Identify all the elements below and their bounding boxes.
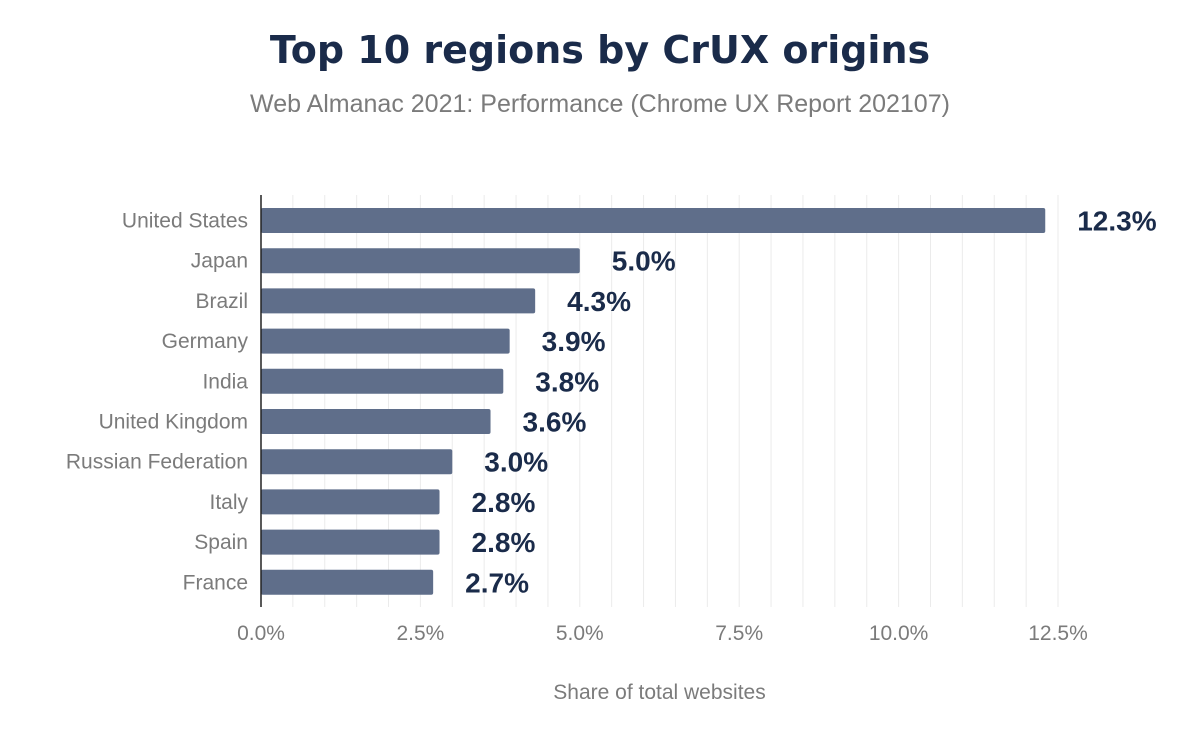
category-label: Japan bbox=[191, 250, 248, 273]
bar bbox=[261, 569, 434, 595]
y-axis-category-labels: United States Japan Brazil Germany India Unit… bbox=[66, 210, 249, 595]
data-label: 3.6% bbox=[523, 407, 587, 438]
x-tick-label: 0.0% bbox=[237, 622, 285, 645]
category-label: Italy bbox=[209, 491, 248, 514]
category-label: Brazil bbox=[195, 290, 248, 313]
category-label: France bbox=[183, 571, 248, 594]
data-label: 2.7% bbox=[465, 567, 529, 598]
bar bbox=[261, 489, 440, 515]
x-axis-title: Share of total websites bbox=[553, 681, 765, 704]
data-label: 2.8% bbox=[472, 487, 536, 518]
data-label: 4.3% bbox=[567, 286, 631, 317]
bar bbox=[261, 529, 440, 555]
bar bbox=[261, 368, 504, 394]
bar bbox=[261, 449, 453, 475]
x-axis-tick-labels: 0.0% 2.5% 5.0% 7.5% 10.0% 12.5% bbox=[237, 622, 1088, 645]
bar bbox=[261, 208, 1046, 233]
data-label: 3.9% bbox=[542, 326, 606, 357]
x-tick-label: 12.5% bbox=[1028, 622, 1088, 645]
bar bbox=[261, 409, 491, 434]
bar bbox=[261, 328, 510, 354]
data-label: 2.8% bbox=[472, 527, 536, 558]
bar bbox=[261, 288, 536, 314]
chart-subtitle: Web Almanac 2021: Performance (Chrome UX… bbox=[250, 90, 950, 118]
category-label: India bbox=[202, 370, 248, 393]
x-tick-label: 10.0% bbox=[869, 622, 929, 645]
chart-title: Top 10 regions by CrUX origins bbox=[269, 28, 931, 72]
category-label: United Kingdom bbox=[99, 411, 248, 434]
category-label: United States bbox=[122, 210, 248, 233]
category-label: Russian Federation bbox=[66, 451, 248, 474]
bars bbox=[261, 208, 1046, 595]
bar bbox=[261, 248, 580, 274]
x-tick-label: 7.5% bbox=[715, 622, 763, 645]
data-label: 12.3% bbox=[1077, 206, 1156, 237]
x-tick-label: 5.0% bbox=[556, 622, 604, 645]
category-label: Germany bbox=[162, 330, 249, 353]
x-tick-label: 2.5% bbox=[396, 622, 444, 645]
data-label: 3.8% bbox=[535, 366, 599, 397]
category-label: Spain bbox=[194, 531, 248, 554]
data-label: 3.0% bbox=[484, 447, 548, 478]
data-labels: 12.3% 5.0% 4.3% 3.9% 3.8% 3.6% 3.0% 2.8% 2.8% 2.7… bbox=[465, 206, 1157, 599]
data-label: 5.0% bbox=[612, 246, 676, 277]
